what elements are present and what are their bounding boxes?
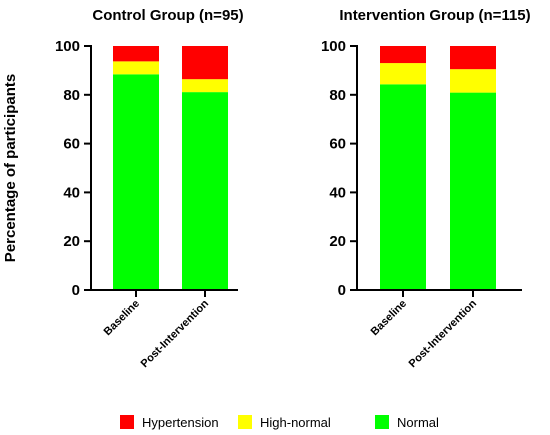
y-tick-label: 100 <box>321 38 346 55</box>
y-axis-label: Percentage of participants <box>2 74 19 262</box>
legend-swatch-high-normal <box>238 415 252 429</box>
legend-label: High-normal <box>260 415 331 430</box>
bar-segment-normal-0 <box>113 74 159 290</box>
bar-segment-hypertension-1 <box>450 46 496 70</box>
bar-segment-hypertension-0 <box>113 46 159 62</box>
y-tick-label: 0 <box>338 282 346 299</box>
chart-panel-1: Intervention Group (n=115) 0 20 40 60 80 100 Ba… <box>321 7 531 370</box>
bar-segment-hypertension-0 <box>380 46 426 64</box>
x-tick-label: Post-Intervention <box>407 297 480 370</box>
legend-label: Normal <box>397 415 439 430</box>
y-tick-label: 20 <box>329 233 346 250</box>
y-tick-label: 60 <box>63 136 80 153</box>
bar-segment-high-normal-0 <box>113 61 159 75</box>
legend-swatch-normal <box>375 415 389 429</box>
y-tick-label: 20 <box>63 233 80 250</box>
legend-swatch-hypertension <box>120 415 134 429</box>
y-tick-label: 80 <box>329 87 346 104</box>
x-tick-label: Baseline <box>102 298 142 338</box>
panel-title: Intervention Group (n=115) <box>339 7 530 24</box>
panel-title: Control Group (n=95) <box>92 7 243 24</box>
bar-segment-normal-1 <box>182 92 228 290</box>
legend-label: Hypertension <box>142 415 219 430</box>
bar-segment-high-normal-1 <box>182 79 228 93</box>
legend: Hypertension High-normal Normal <box>120 415 439 430</box>
y-tick-label: 100 <box>55 38 80 55</box>
y-tick-label: 40 <box>63 184 80 201</box>
x-tick-label: Post-Intervention <box>139 297 212 370</box>
bar-segment-normal-0 <box>380 84 426 290</box>
chart-panel-0: Control Group (n=95) 0 20 40 60 80 100 Baseline… <box>55 7 244 370</box>
y-tick-label: 0 <box>72 282 80 299</box>
y-tick-label: 40 <box>329 184 346 201</box>
x-tick-label: Baseline <box>369 298 409 338</box>
y-tick-label: 60 <box>329 136 346 153</box>
bar-segment-normal-1 <box>450 92 496 290</box>
bar-segment-high-normal-1 <box>450 69 496 93</box>
bar-segment-high-normal-0 <box>380 63 426 85</box>
bar-segment-hypertension-1 <box>182 46 228 80</box>
y-tick-label: 80 <box>63 87 80 104</box>
